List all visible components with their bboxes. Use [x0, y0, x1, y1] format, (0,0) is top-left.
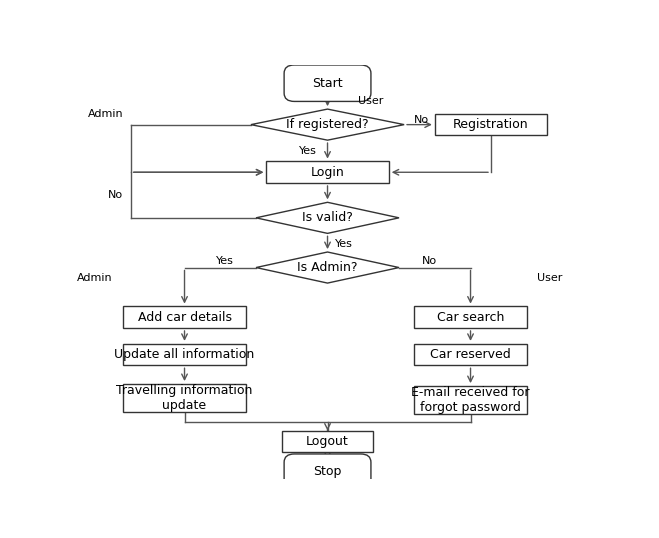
Text: Add car details: Add car details [138, 311, 231, 324]
Text: Yes: Yes [335, 239, 353, 249]
Text: User: User [537, 273, 562, 283]
Text: Admin: Admin [88, 109, 123, 119]
Text: Car reserved: Car reserved [430, 348, 511, 361]
Text: Travelling information
update: Travelling information update [117, 384, 252, 412]
Text: No: No [422, 256, 437, 266]
Text: No: No [108, 190, 123, 200]
Text: Yes: Yes [216, 256, 235, 266]
FancyBboxPatch shape [123, 384, 246, 412]
Text: Update all information: Update all information [115, 348, 254, 361]
FancyBboxPatch shape [284, 454, 371, 489]
Text: Start: Start [312, 77, 343, 90]
FancyBboxPatch shape [435, 114, 547, 136]
FancyBboxPatch shape [415, 344, 527, 365]
Text: Yes: Yes [299, 145, 318, 155]
FancyBboxPatch shape [415, 307, 527, 328]
Text: Admin: Admin [77, 273, 113, 283]
Text: User: User [358, 96, 384, 107]
Text: Car search: Car search [437, 311, 504, 324]
FancyBboxPatch shape [123, 344, 246, 365]
Polygon shape [256, 202, 399, 233]
Polygon shape [256, 252, 399, 283]
FancyBboxPatch shape [415, 386, 527, 414]
Polygon shape [251, 109, 404, 140]
Text: E-mail received for
forgot password: E-mail received for forgot password [411, 386, 530, 414]
FancyBboxPatch shape [281, 431, 374, 452]
Text: Registration: Registration [453, 118, 529, 131]
FancyBboxPatch shape [123, 307, 246, 328]
Text: If registered?: If registered? [286, 118, 369, 131]
FancyBboxPatch shape [266, 161, 389, 183]
Text: No: No [415, 115, 430, 125]
Text: Is Admin?: Is Admin? [297, 261, 358, 274]
Text: Login: Login [310, 166, 345, 179]
Text: Is valid?: Is valid? [302, 211, 353, 224]
Text: Stop: Stop [313, 465, 342, 478]
FancyBboxPatch shape [284, 65, 371, 102]
Text: Logout: Logout [306, 435, 349, 448]
